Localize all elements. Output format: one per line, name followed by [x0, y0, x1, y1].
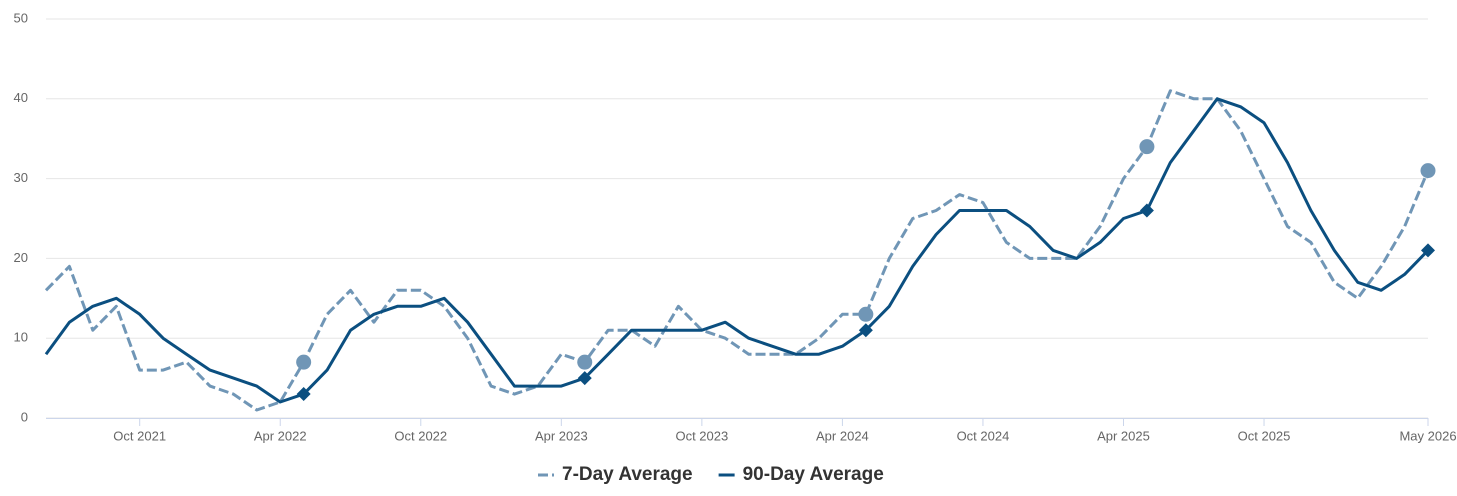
x-tick-label: Oct 2025 — [1238, 428, 1291, 443]
y-tick-label: 40 — [14, 90, 28, 105]
point-marker — [296, 354, 312, 370]
x-tick-label: Oct 2022 — [394, 428, 447, 443]
y-tick-label: 50 — [14, 10, 28, 25]
x-tick-label: Oct 2023 — [675, 428, 728, 443]
point-marker — [296, 387, 311, 402]
y-tick-label: 10 — [14, 330, 28, 345]
point-marker — [858, 306, 874, 322]
point-marker — [1139, 203, 1154, 218]
x-tick-label: Oct 2021 — [113, 428, 166, 443]
x-tick-label: Apr 2022 — [254, 428, 307, 443]
point-marker — [1421, 243, 1435, 258]
y-tick-label: 0 — [21, 409, 28, 424]
point-marker — [577, 371, 592, 386]
series-line — [44, 89, 1430, 412]
series-line — [44, 97, 1430, 404]
x-tick-label: Oct 2024 — [957, 428, 1010, 443]
legend: 7-Day Average 90-Day Average — [538, 464, 884, 485]
point-marker — [1420, 163, 1436, 179]
point-marker — [1139, 139, 1155, 155]
x-tick-label: May 2026 — [1399, 428, 1456, 443]
y-tick-label: 20 — [14, 250, 28, 265]
legend-label: 7-Day Average — [562, 464, 693, 485]
point-marker — [577, 354, 593, 370]
y-tick-label: 30 — [14, 170, 28, 185]
x-tick-label: Apr 2023 — [535, 428, 588, 443]
point-marker — [858, 323, 873, 338]
x-tick-label: Apr 2025 — [1097, 428, 1150, 443]
x-tick-label: Apr 2024 — [816, 428, 869, 443]
legend-label: 90-Day Average — [743, 464, 884, 485]
